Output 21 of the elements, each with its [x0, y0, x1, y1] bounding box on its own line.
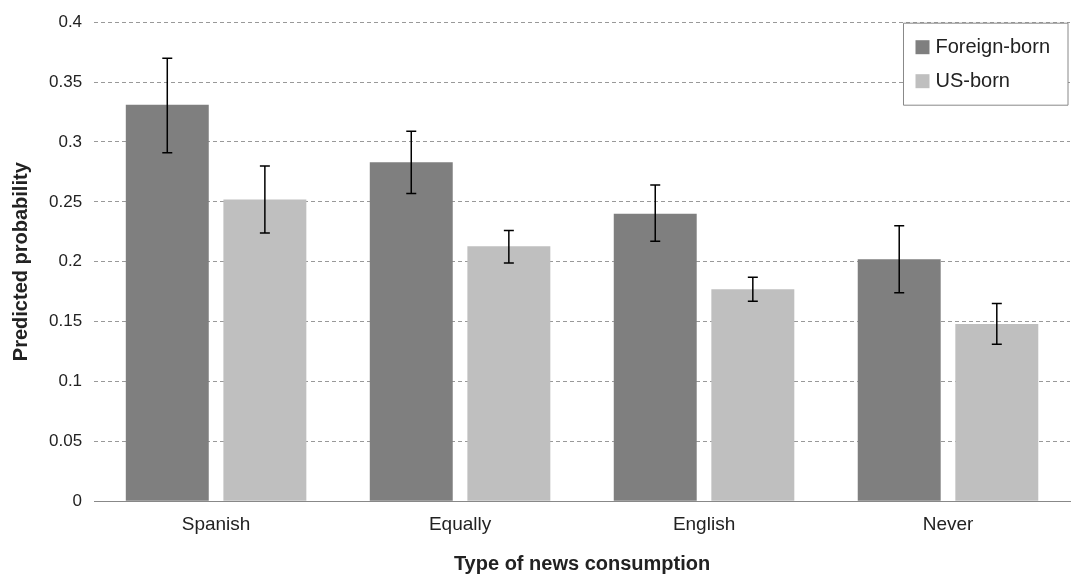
x-tick-label: Spanish — [181, 512, 251, 534]
x-tick-label: Never — [922, 512, 975, 534]
y-tick-label: 0.35 — [48, 71, 83, 91]
bar — [223, 199, 307, 501]
bar — [711, 289, 795, 501]
y-tick-label: 0.05 — [48, 431, 83, 451]
x-tick-label: English — [672, 512, 736, 534]
x-axis-title: Type of news consumption — [453, 551, 711, 574]
y-tick-label: 0 — [72, 490, 83, 510]
y-tick-label: 0.1 — [58, 371, 83, 391]
y-axis-title: Predicted probability — [8, 161, 31, 362]
y-tick-label: 0.2 — [58, 251, 83, 271]
y-tick-label: 0.15 — [48, 311, 83, 331]
y-tick-label: 0.4 — [58, 11, 83, 31]
legend-label: US-born — [935, 68, 1010, 91]
y-tick-label: 0.3 — [58, 131, 83, 151]
bar — [467, 246, 551, 501]
y-tick-label: 0.25 — [48, 191, 83, 211]
legend-label: Foreign-born — [935, 34, 1051, 57]
bar — [955, 323, 1039, 501]
x-tick-label: Equally — [428, 512, 492, 534]
